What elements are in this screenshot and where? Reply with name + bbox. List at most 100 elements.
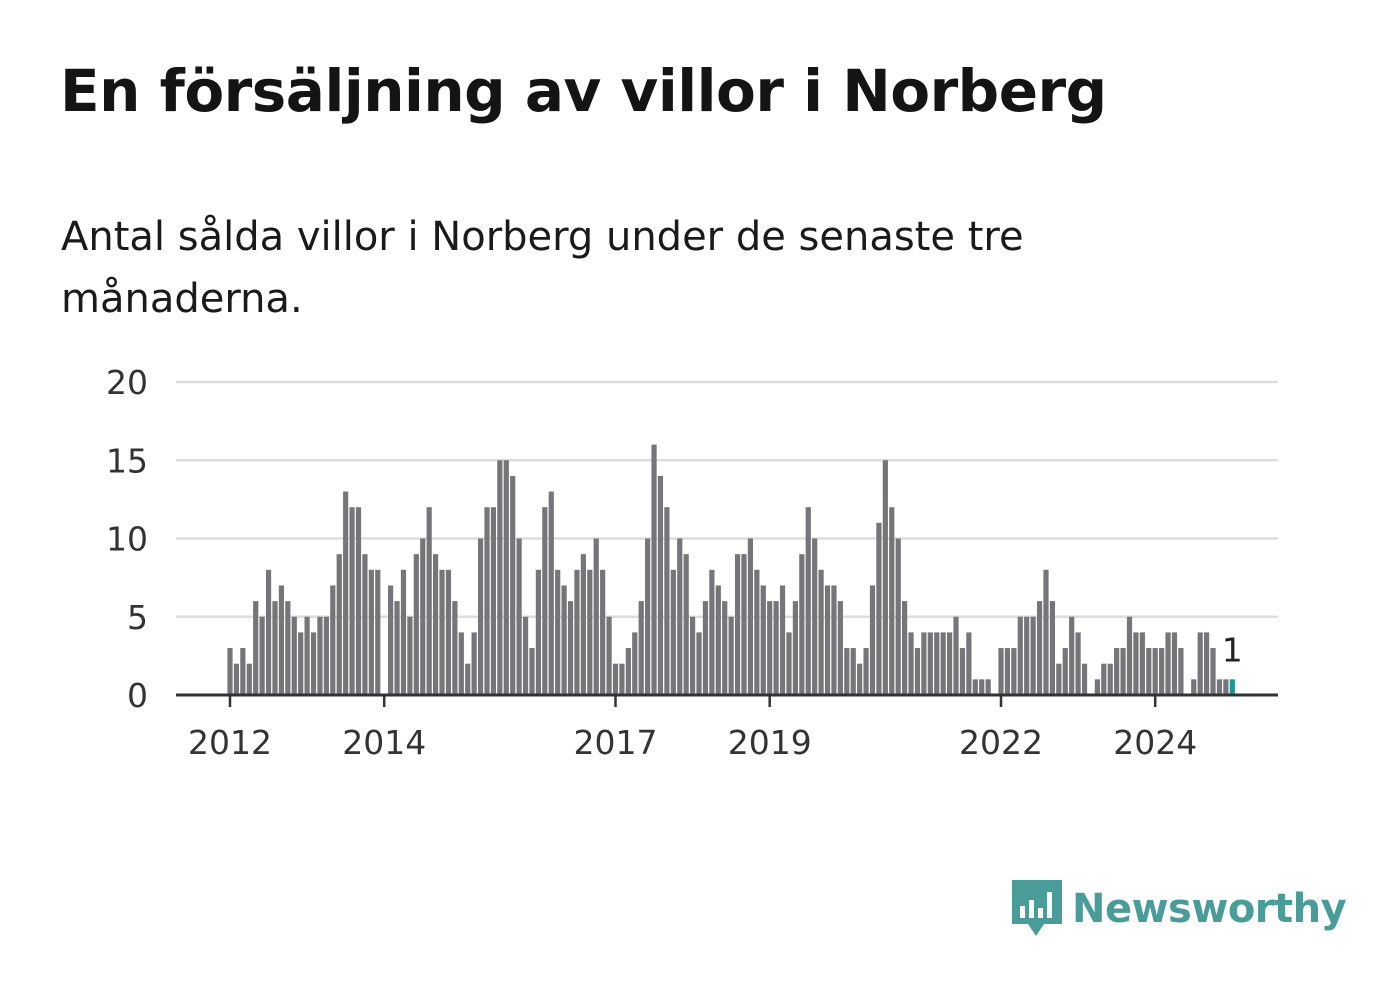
- bar: [908, 632, 914, 695]
- bar: [734, 554, 741, 695]
- bar: [1178, 648, 1184, 695]
- bar: [407, 616, 413, 695]
- bar: [600, 569, 606, 695]
- bar: [1075, 632, 1081, 695]
- bar: [259, 616, 265, 695]
- bar: [330, 585, 336, 695]
- bar: [503, 460, 509, 695]
- bar: [587, 569, 593, 695]
- bar: [985, 679, 991, 695]
- bar: [1043, 569, 1049, 695]
- bar: [233, 663, 240, 695]
- bar: [542, 507, 548, 695]
- bar: [805, 507, 811, 695]
- bar: [439, 569, 445, 695]
- bar: [574, 569, 580, 695]
- bar: [394, 601, 400, 695]
- bar: [1056, 663, 1062, 695]
- x-tick-label: 2022: [959, 723, 1043, 762]
- bar: [388, 585, 394, 695]
- bar: [426, 507, 432, 695]
- x-tick-label: 2019: [728, 723, 812, 762]
- bar: [972, 679, 978, 695]
- bar: [792, 601, 798, 695]
- bar: [1049, 601, 1055, 695]
- bar: [837, 601, 843, 695]
- bar: [831, 585, 837, 695]
- bar: [497, 460, 503, 695]
- bar: [625, 648, 631, 695]
- bar: [606, 616, 612, 695]
- bar: [1223, 679, 1229, 695]
- bar: [1036, 601, 1043, 695]
- bar: [323, 616, 329, 695]
- bar: [278, 585, 284, 695]
- bar: [240, 648, 246, 695]
- bar: [535, 569, 541, 695]
- bar: [914, 648, 921, 695]
- bar: [580, 554, 586, 695]
- bar: [375, 569, 381, 695]
- bar: [741, 554, 747, 695]
- bar: [612, 663, 619, 695]
- bar: [702, 601, 709, 695]
- bar: [728, 616, 734, 695]
- bar: [1146, 648, 1152, 695]
- bar: [522, 616, 529, 695]
- bar: [1152, 648, 1158, 695]
- bar: [1216, 679, 1223, 695]
- bar: [657, 475, 664, 695]
- bar: [484, 507, 490, 695]
- bar: [934, 632, 940, 695]
- bar: [715, 585, 721, 695]
- bar: [1024, 616, 1030, 695]
- bar: [1107, 663, 1113, 695]
- bar: [445, 569, 452, 695]
- bar: [696, 632, 702, 695]
- bar: [709, 569, 715, 695]
- bar: [947, 632, 953, 695]
- bar: [1004, 648, 1011, 695]
- bar: [458, 632, 464, 695]
- y-tick-label: 20: [106, 363, 148, 402]
- bar: [253, 601, 259, 695]
- bar: [818, 569, 824, 695]
- bar: [1101, 663, 1107, 695]
- bar: [959, 648, 966, 695]
- bar: [368, 569, 374, 695]
- bar: [690, 616, 696, 695]
- bar: [953, 616, 959, 695]
- bar: [1081, 663, 1088, 695]
- bar: [490, 507, 497, 695]
- y-axis-tick-labels: 0 5 10 15 20: [106, 363, 148, 715]
- x-tick-label: 2014: [342, 723, 426, 762]
- bar: [638, 601, 644, 695]
- bar: [844, 648, 850, 695]
- bar: [355, 507, 362, 695]
- bar: [465, 663, 471, 695]
- bar: [477, 538, 484, 695]
- bar: [1171, 632, 1178, 695]
- bar: [882, 460, 888, 695]
- bar: [760, 585, 766, 695]
- bar: [1204, 632, 1210, 695]
- bar: [1126, 616, 1133, 695]
- bar: [227, 648, 233, 695]
- bar: [1017, 616, 1023, 695]
- bar: [413, 554, 419, 695]
- bar: [664, 507, 670, 695]
- bar: [863, 648, 869, 695]
- bar: [510, 475, 516, 695]
- bar: [298, 632, 304, 695]
- bar: [310, 632, 317, 695]
- bar: [927, 632, 933, 695]
- bar: [516, 538, 522, 695]
- bar: [966, 632, 972, 695]
- bar: [567, 601, 574, 695]
- bar: [857, 663, 863, 695]
- bar: [1114, 648, 1120, 695]
- bar: [433, 554, 439, 695]
- bar: [548, 491, 554, 695]
- bar: [683, 554, 689, 695]
- bar: [940, 632, 946, 695]
